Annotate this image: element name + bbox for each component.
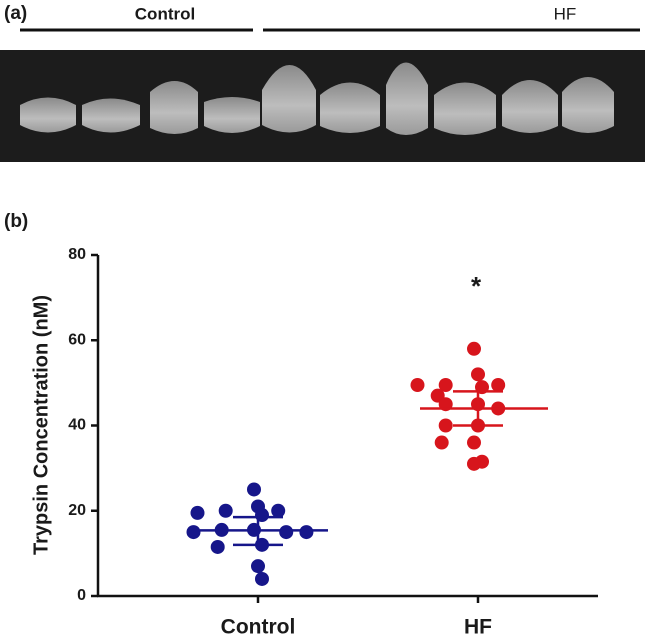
y-tick-label: 0 [77, 587, 86, 604]
y-axis-title: Trypsin Concentration (nM) [30, 295, 52, 555]
data-point [190, 505, 205, 520]
data-point [247, 482, 261, 497]
gel-image [0, 50, 645, 162]
data-point [471, 367, 485, 382]
data-point [410, 378, 425, 393]
data-point [271, 503, 286, 518]
y-tick-label: 40 [68, 417, 86, 434]
group-label: Control [135, 4, 195, 23]
data-point [218, 503, 233, 518]
x-tick-label: HF [464, 616, 492, 639]
data-point [186, 525, 201, 540]
x-tick-label: Control [221, 616, 296, 639]
data-point [255, 571, 269, 586]
significance-marker: * [471, 271, 482, 301]
y-tick-label: 60 [68, 331, 86, 348]
y-tick-label: 80 [68, 246, 86, 263]
data-point [467, 456, 481, 471]
panel-label: (b) [4, 211, 28, 232]
data-point [467, 435, 481, 450]
data-point [438, 378, 453, 393]
panel-label: (a) [4, 3, 27, 24]
group-label: HF [554, 4, 577, 23]
data-point [491, 378, 506, 393]
y-tick-label: 20 [68, 502, 86, 519]
data-point [210, 539, 225, 554]
data-point [467, 341, 481, 356]
data-point [434, 435, 449, 450]
data-point [438, 418, 453, 433]
data-point [279, 525, 294, 540]
data-point [251, 559, 265, 574]
data-point [299, 525, 314, 540]
